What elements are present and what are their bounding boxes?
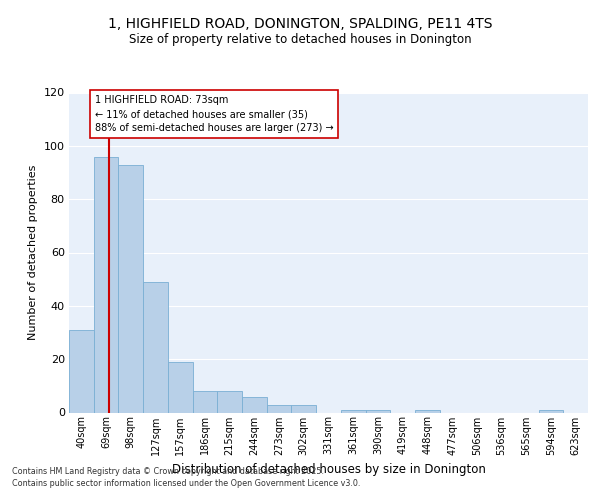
Bar (242, 396, 267, 412)
Bar (143, 282, 168, 412)
Text: 1, HIGHFIELD ROAD, DONINGTON, SPALDING, PE11 4TS: 1, HIGHFIELD ROAD, DONINGTON, SPALDING, … (108, 18, 492, 32)
Bar (267, 404, 292, 412)
Bar (341, 410, 365, 412)
Bar (292, 404, 316, 412)
Bar (217, 391, 242, 412)
Bar (69, 330, 94, 412)
Bar (168, 362, 193, 412)
X-axis label: Distribution of detached houses by size in Donington: Distribution of detached houses by size … (172, 463, 485, 476)
Bar (94, 156, 118, 412)
Bar (118, 164, 143, 412)
Bar (415, 410, 440, 412)
Text: Size of property relative to detached houses in Donington: Size of property relative to detached ho… (128, 32, 472, 46)
Bar (539, 410, 563, 412)
Y-axis label: Number of detached properties: Number of detached properties (28, 165, 38, 340)
Bar (365, 410, 390, 412)
Bar (193, 391, 217, 412)
Text: 1 HIGHFIELD ROAD: 73sqm
← 11% of detached houses are smaller (35)
88% of semi-de: 1 HIGHFIELD ROAD: 73sqm ← 11% of detache… (95, 95, 334, 133)
Text: Contains HM Land Registry data © Crown copyright and database right 2025.
Contai: Contains HM Land Registry data © Crown c… (12, 466, 361, 487)
